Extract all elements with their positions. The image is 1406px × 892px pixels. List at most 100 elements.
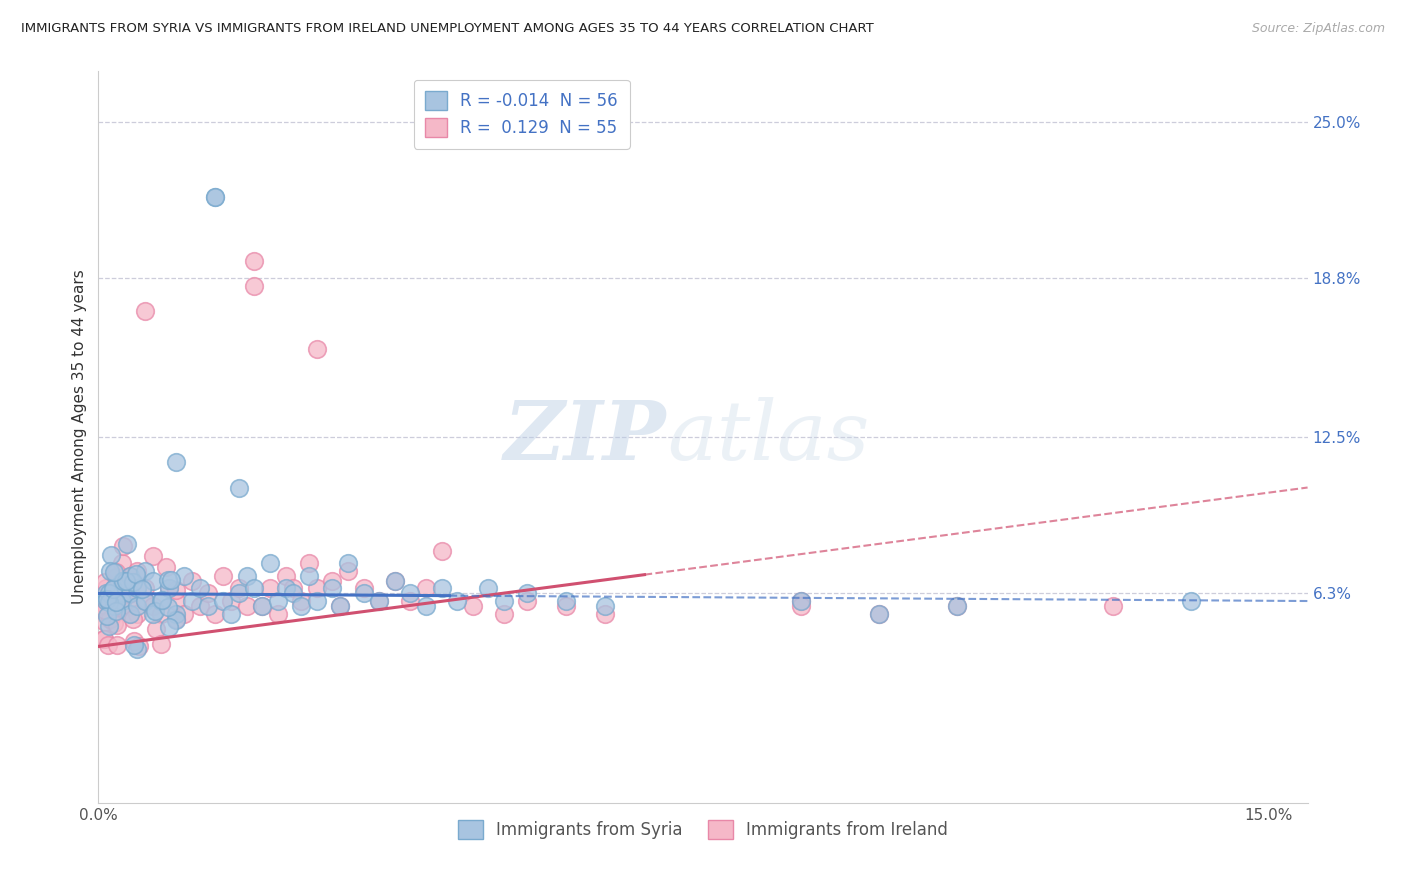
Point bbox=[127, 599, 149, 613]
Point bbox=[204, 190, 226, 204]
Point bbox=[142, 599, 165, 613]
Point bbox=[228, 582, 250, 596]
Point bbox=[259, 582, 281, 596]
Point bbox=[415, 599, 437, 613]
Point bbox=[105, 595, 128, 609]
Point bbox=[235, 599, 257, 613]
Point bbox=[219, 607, 242, 621]
Point bbox=[267, 594, 290, 608]
Point bbox=[243, 253, 266, 268]
Point bbox=[118, 599, 141, 613]
Point bbox=[321, 574, 343, 588]
Point bbox=[197, 586, 219, 600]
Y-axis label: Unemployment Among Ages 35 to 44 years: Unemployment Among Ages 35 to 44 years bbox=[72, 269, 87, 605]
Point bbox=[149, 594, 172, 608]
Point bbox=[93, 632, 115, 647]
Point bbox=[96, 586, 118, 600]
Point bbox=[117, 537, 139, 551]
Point bbox=[290, 594, 312, 608]
Point bbox=[368, 594, 391, 608]
Point bbox=[204, 190, 226, 204]
Point bbox=[494, 607, 516, 621]
Point bbox=[142, 574, 165, 588]
Point bbox=[290, 599, 312, 613]
Point bbox=[461, 599, 484, 613]
Text: IMMIGRANTS FROM SYRIA VS IMMIGRANTS FROM IRELAND UNEMPLOYMENT AMONG AGES 35 TO 4: IMMIGRANTS FROM SYRIA VS IMMIGRANTS FROM… bbox=[21, 22, 875, 36]
Point bbox=[107, 582, 129, 597]
Point bbox=[165, 455, 187, 469]
Point bbox=[118, 607, 141, 621]
Point bbox=[94, 615, 117, 629]
Point bbox=[111, 586, 134, 600]
Point bbox=[165, 594, 187, 608]
Point bbox=[516, 586, 538, 600]
Point bbox=[98, 612, 121, 626]
Point bbox=[103, 615, 125, 630]
Point bbox=[98, 586, 121, 600]
Point bbox=[212, 594, 235, 608]
Point bbox=[105, 618, 128, 632]
Point bbox=[430, 582, 453, 596]
Point bbox=[430, 543, 453, 558]
Point bbox=[122, 633, 145, 648]
Point bbox=[118, 607, 141, 621]
Point bbox=[142, 549, 165, 563]
Point bbox=[555, 594, 578, 608]
Legend: Immigrants from Syria, Immigrants from Ireland: Immigrants from Syria, Immigrants from I… bbox=[451, 814, 955, 846]
Point bbox=[399, 594, 422, 608]
Point bbox=[243, 278, 266, 293]
Point bbox=[555, 599, 578, 613]
Point bbox=[329, 599, 352, 613]
Point bbox=[274, 569, 297, 583]
Point bbox=[157, 582, 180, 596]
Point bbox=[868, 607, 890, 621]
Point bbox=[283, 582, 305, 596]
Point bbox=[165, 613, 187, 627]
Point bbox=[127, 564, 149, 578]
Point bbox=[96, 608, 118, 623]
Point bbox=[105, 639, 128, 653]
Point bbox=[305, 594, 328, 608]
Point bbox=[789, 594, 811, 608]
Point bbox=[384, 574, 406, 588]
Point bbox=[399, 586, 422, 600]
Point bbox=[283, 586, 305, 600]
Point bbox=[104, 604, 127, 618]
Point bbox=[118, 569, 141, 583]
Point bbox=[134, 564, 156, 578]
Point bbox=[103, 599, 125, 613]
Text: atlas: atlas bbox=[666, 397, 869, 477]
Point bbox=[298, 569, 321, 583]
Point bbox=[321, 582, 343, 596]
Point bbox=[103, 607, 125, 621]
Point bbox=[595, 599, 617, 613]
Point bbox=[789, 599, 811, 613]
Point bbox=[329, 599, 352, 613]
Point bbox=[477, 582, 499, 596]
Point bbox=[97, 595, 120, 609]
Point bbox=[111, 574, 134, 588]
Point bbox=[252, 599, 274, 613]
Point bbox=[945, 599, 967, 613]
Point bbox=[173, 569, 195, 583]
Point bbox=[353, 582, 375, 596]
Point bbox=[101, 582, 124, 596]
Point bbox=[134, 582, 156, 596]
Point bbox=[125, 567, 148, 582]
Point bbox=[337, 556, 360, 570]
Point bbox=[128, 639, 150, 653]
Point bbox=[384, 574, 406, 588]
Point bbox=[118, 569, 141, 583]
Point bbox=[228, 586, 250, 600]
Text: ZIP: ZIP bbox=[505, 397, 666, 477]
Point bbox=[1101, 599, 1123, 613]
Point bbox=[103, 582, 125, 596]
Point bbox=[155, 560, 177, 574]
Point bbox=[252, 599, 274, 613]
Point bbox=[97, 619, 120, 633]
Point bbox=[173, 607, 195, 621]
Point bbox=[337, 564, 360, 578]
Point bbox=[134, 594, 156, 608]
Point bbox=[111, 594, 134, 608]
Point bbox=[111, 539, 134, 553]
